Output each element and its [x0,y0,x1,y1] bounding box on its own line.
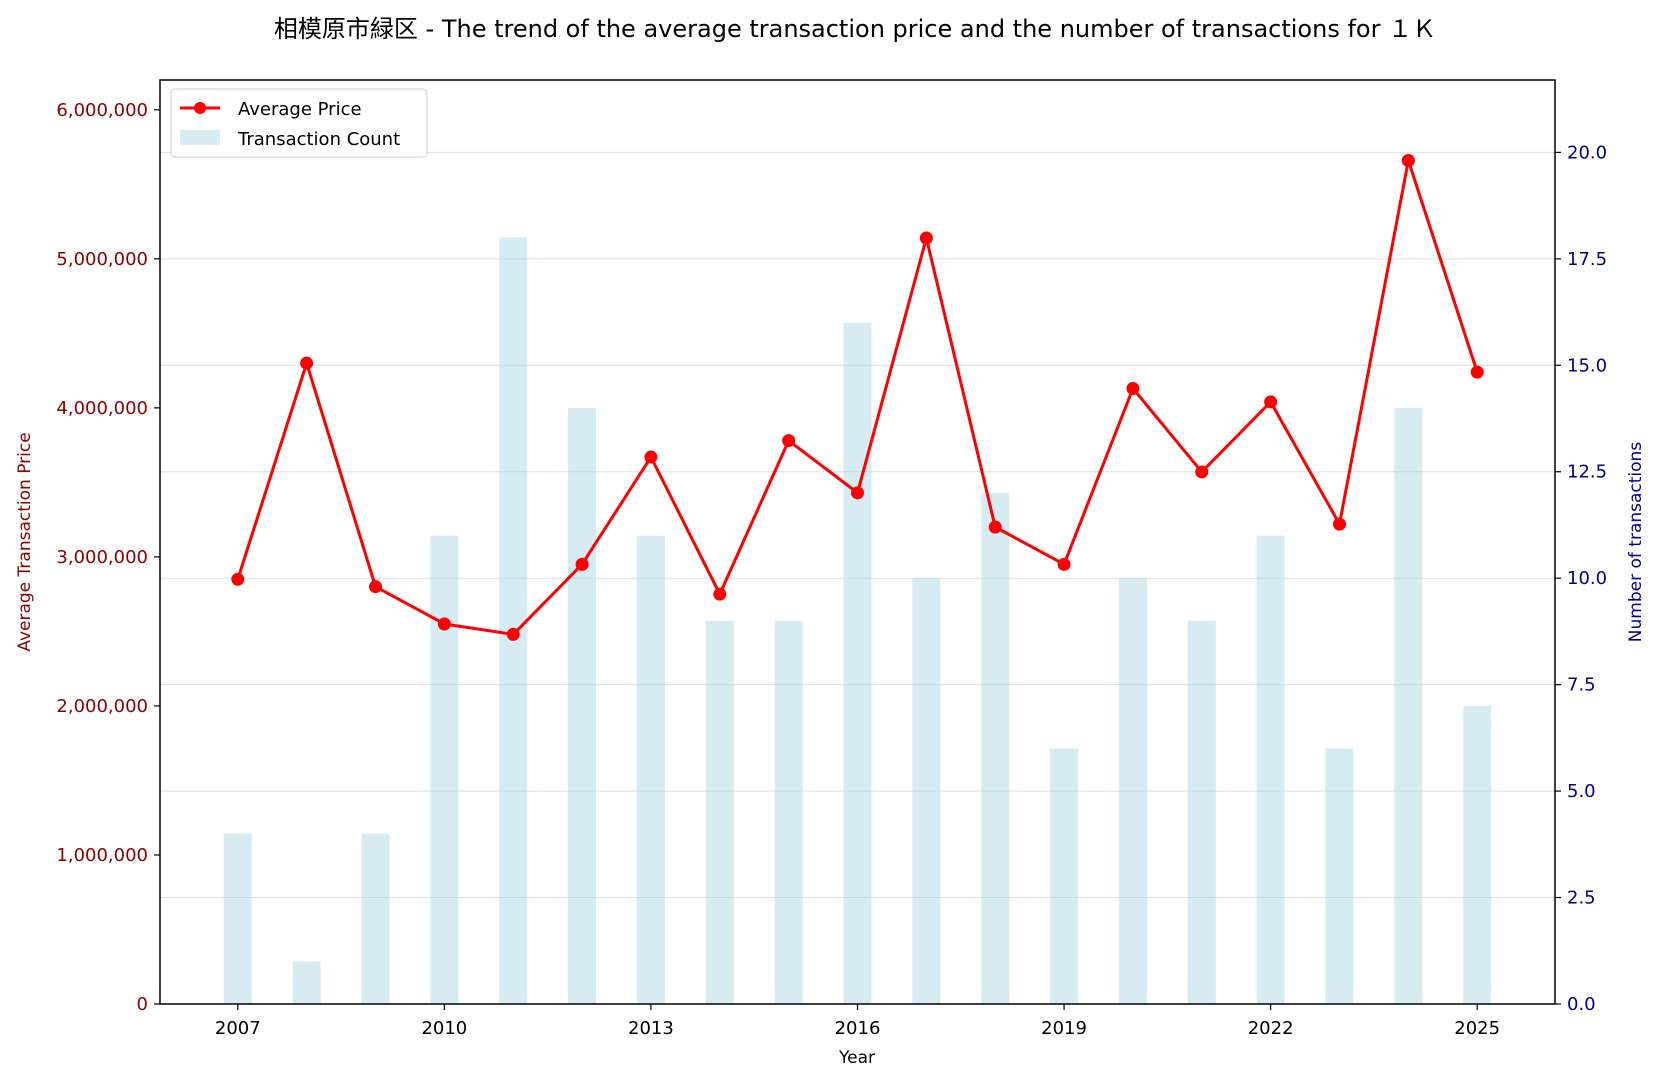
price-point [231,572,245,586]
price-point [1195,465,1209,479]
y-axis-right: 0.0 2.5 5.0 7.5 10.0 12.5 15.0 17.5 20.0 [1555,142,1607,1015]
y-axis-left-label: Average Transaction Price [15,432,35,651]
price-point [506,627,520,641]
y-axis-right-label: Number of transactions [1626,442,1646,643]
price-point [988,520,1002,534]
bar [430,535,459,1004]
bar [843,322,872,1004]
bar [1394,407,1423,1004]
bar [1050,748,1079,1004]
y-left-tick-label: 1,000,000 [56,845,148,866]
y-left-tick-label: 2,000,000 [56,696,148,717]
price-point [575,557,589,571]
line-series [231,153,1484,641]
legend-label-price: Average Price [238,99,362,120]
price-point [1126,381,1140,395]
bar [292,961,321,1004]
y-left-tick-label: 4,000,000 [56,398,148,419]
bar [774,620,803,1004]
x-tick-label: 2025 [1454,1018,1500,1039]
y-right-tick-label: 5.0 [1567,781,1596,802]
bar [705,620,734,1004]
bar [568,407,597,1004]
x-axis: 2007 2010 2013 2016 2019 2022 2025 [215,1004,1500,1039]
legend-marker-swatch [194,102,206,114]
bar [361,833,390,1004]
bar [1187,620,1216,1004]
y-right-tick-label: 2.5 [1567,888,1596,909]
legend-bar-swatch [180,130,220,145]
legend-label-count: Transaction Count [237,129,400,150]
price-point [782,434,796,448]
y-left-tick-label: 6,000,000 [56,100,148,121]
legend: Average Price Transaction Count [170,88,428,158]
bar [1325,748,1354,1004]
y-axis-left: 0 1,000,000 2,000,000 3,000,000 4,000,000 5,0… [56,100,160,1015]
bar [1463,705,1492,1004]
y-right-tick-label: 0.0 [1567,994,1596,1015]
x-tick-label: 2019 [1041,1018,1087,1039]
x-tick-label: 2013 [628,1018,674,1039]
x-tick-label: 2022 [1248,1018,1294,1039]
bar [636,535,665,1004]
price-point [644,450,658,464]
price-point [369,580,383,594]
bar [912,578,941,1004]
x-axis-label: Year [838,1048,875,1068]
y-right-tick-label: 7.5 [1567,675,1596,696]
price-point [437,617,451,631]
bar [1256,535,1285,1004]
y-right-tick-label: 12.5 [1567,462,1607,483]
bar [981,493,1010,1004]
price-point [300,356,314,370]
x-tick-label: 2007 [215,1018,261,1039]
legend-box [170,88,428,158]
y-right-tick-label: 20.0 [1567,142,1607,163]
bar [223,833,252,1004]
y-left-tick-label: 5,000,000 [56,249,148,270]
chart-title: 相模原市緑区 - The trend of the average transa… [274,15,1436,43]
bar [499,237,528,1004]
y-left-tick-label: 3,000,000 [56,547,148,568]
y-right-tick-label: 17.5 [1567,249,1607,270]
x-tick-label: 2016 [835,1018,881,1039]
price-point [851,486,864,500]
price-point [1264,395,1278,409]
y-left-tick-label: 0 [137,994,148,1015]
bar [1118,578,1147,1004]
y-right-tick-label: 15.0 [1567,355,1607,376]
price-point [713,587,727,601]
price-point [1470,365,1484,379]
price-point [919,231,933,245]
price-point [1401,153,1415,167]
x-tick-label: 2010 [421,1018,467,1039]
price-point [1057,557,1071,571]
y-right-tick-label: 10.0 [1567,568,1607,589]
price-point [1332,517,1346,531]
bar-series [223,237,1492,1004]
